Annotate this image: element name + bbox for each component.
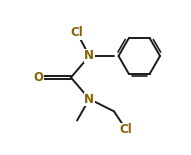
- Text: Cl: Cl: [71, 27, 83, 40]
- Text: N: N: [84, 49, 94, 62]
- Text: O: O: [34, 71, 44, 84]
- Text: N: N: [84, 93, 94, 106]
- Text: Cl: Cl: [120, 123, 133, 136]
